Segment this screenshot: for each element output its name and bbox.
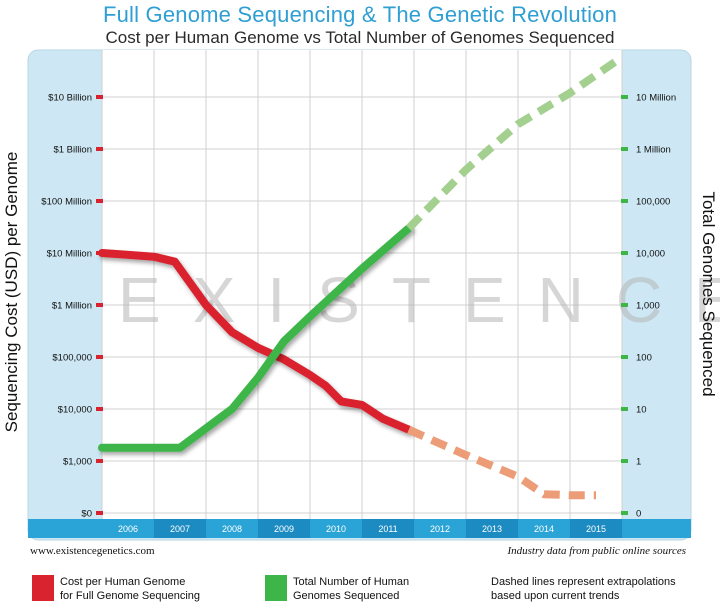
chart-title: Full Genome Sequencing & The Genetic Rev… bbox=[102, 2, 618, 27]
x-tick-label: 2007 bbox=[170, 524, 190, 534]
y-right-tick-label: 1,000 bbox=[636, 301, 660, 312]
y-right-tick-label: 1 Million bbox=[636, 145, 671, 156]
legend-note-line1: Dashed lines represent extrapolations bbox=[491, 576, 676, 588]
legend-label-genomes-line1: Total Number of Human bbox=[293, 576, 410, 588]
y-right-tick-label: 10,000 bbox=[636, 249, 665, 260]
y-right-tick-mark bbox=[621, 511, 628, 515]
x-axis-band-stripe bbox=[154, 519, 206, 538]
x-axis-band-stripe bbox=[466, 519, 518, 538]
y-left-tick-label: $10 Billion bbox=[48, 93, 92, 104]
y-left-tick-mark bbox=[96, 95, 103, 99]
y-left-tick-label: $100,000 bbox=[52, 353, 92, 364]
y-left-tick-mark bbox=[96, 199, 103, 203]
y-left-tick-label: $1,000 bbox=[63, 457, 92, 468]
y-right-tick-mark bbox=[621, 355, 628, 359]
y-left-tick-mark bbox=[96, 355, 103, 359]
y-right-tick-mark bbox=[621, 303, 628, 307]
x-tick-label: 2011 bbox=[378, 524, 397, 534]
x-tick-label: 2014 bbox=[534, 524, 554, 534]
source-note: Industry data from public online sources bbox=[507, 545, 686, 557]
y-left-tick-label: $10 Million bbox=[47, 249, 92, 260]
legend-note: Dashed lines represent extrapolations ba… bbox=[491, 575, 676, 603]
y-left-tick-mark bbox=[96, 303, 103, 307]
series-line-extrapolated bbox=[405, 57, 620, 231]
series-line-extrapolated bbox=[407, 426, 596, 500]
legend-label-cost-line2: for Full Genome Sequencing bbox=[60, 590, 201, 602]
y-right-tick-label: 0 bbox=[636, 509, 641, 520]
x-axis-band-stripe bbox=[570, 519, 622, 538]
y-left-tick-label: $1 Billion bbox=[53, 145, 92, 156]
x-axis-band-stripe bbox=[362, 519, 414, 538]
source-url: www.existencegenetics.com bbox=[30, 545, 155, 557]
legend-label-genomes-line2: Genomes Sequenced bbox=[293, 590, 400, 602]
y-right-tick-mark bbox=[621, 199, 628, 203]
y-right-tick-mark bbox=[621, 459, 628, 463]
series-line bbox=[98, 224, 413, 452]
y-right-tick-label: 10 bbox=[636, 405, 647, 416]
x-tick-label: 2012 bbox=[430, 524, 450, 534]
series-line bbox=[98, 249, 413, 434]
y-left-tick-mark bbox=[96, 459, 103, 463]
y-right-axis-label: Total Genomes Sequenced bbox=[699, 191, 718, 396]
chart-subtitle: Cost per Human Genome vs Total Number of… bbox=[105, 28, 615, 47]
x-tick-label: 2008 bbox=[222, 524, 242, 534]
x-tick-label: 2010 bbox=[326, 524, 346, 534]
y-left-tick-mark bbox=[96, 511, 103, 515]
y-right-tick-mark bbox=[621, 407, 628, 411]
x-tick-label: 2013 bbox=[482, 524, 502, 534]
y-left-tick-label: $1 Million bbox=[52, 301, 92, 312]
legend-label-cost-line1: Cost per Human Genome bbox=[60, 576, 186, 588]
y-right-tick-mark bbox=[621, 251, 628, 255]
y-left-tick-label: $100 Million bbox=[41, 197, 92, 208]
watermark-text: EXISTENCE bbox=[118, 264, 720, 336]
y-right-tick-label: 1 bbox=[636, 457, 641, 468]
legend-label-genomes: Total Number of Human Genomes Sequenced bbox=[293, 575, 409, 603]
y-right-tick-label: 100,000 bbox=[636, 197, 670, 208]
y-right-tick-mark bbox=[621, 95, 628, 99]
legend-swatch-genomes bbox=[265, 575, 287, 601]
y-left-tick-mark bbox=[96, 407, 103, 411]
y-right-tick-label: 10 Million bbox=[636, 93, 676, 104]
y-right-tick-mark bbox=[621, 147, 628, 151]
x-tick-label: 2006 bbox=[118, 524, 138, 534]
legend-label-cost: Cost per Human Genome for Full Genome Se… bbox=[60, 575, 200, 603]
y-left-tick-label: $0 bbox=[81, 509, 92, 520]
x-tick-label: 2009 bbox=[274, 524, 294, 534]
legend-note-line2: based upon current trends bbox=[491, 590, 620, 602]
x-tick-label: 2015 bbox=[586, 524, 606, 534]
y-right-tick-label: 100 bbox=[636, 353, 652, 364]
x-axis-band-stripe bbox=[258, 519, 310, 538]
y-left-axis-label: Sequencing Cost (USD) per Genome bbox=[2, 152, 21, 433]
y-left-tick-mark bbox=[96, 147, 103, 151]
y-left-tick-label: $10,000 bbox=[58, 405, 92, 416]
legend-swatch-cost bbox=[32, 575, 54, 601]
